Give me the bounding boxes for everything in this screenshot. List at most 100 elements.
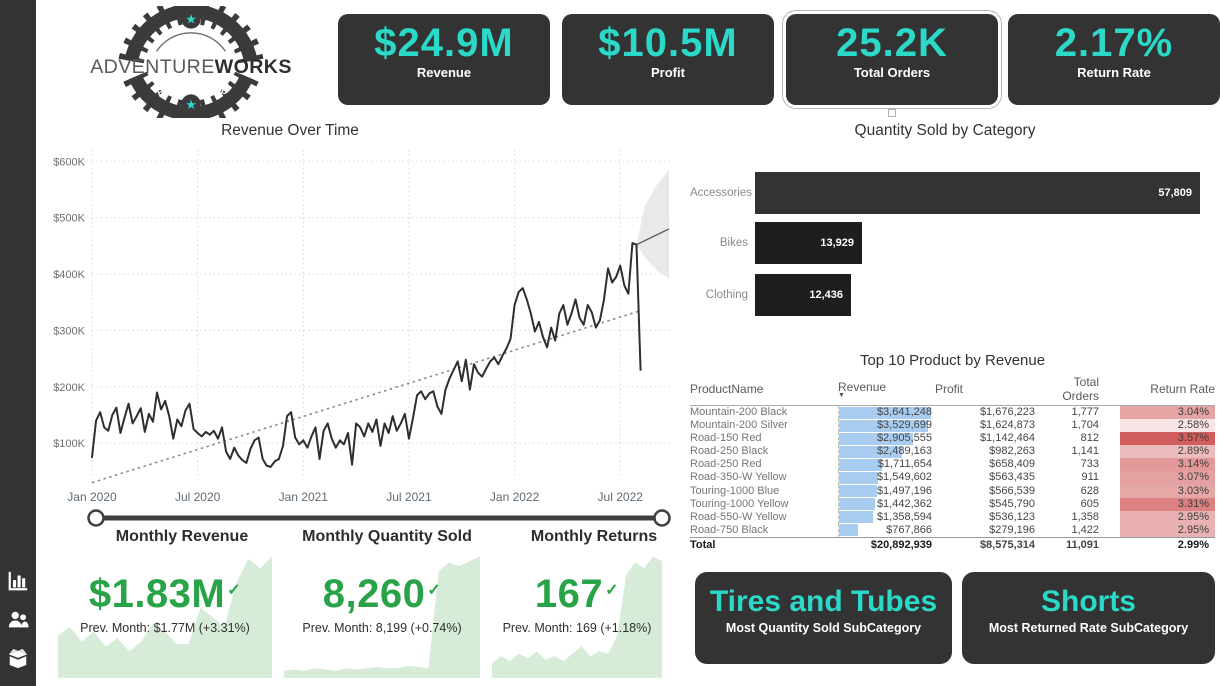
date-range-slider[interactable] [86,507,672,529]
slider-handle-start[interactable] [87,509,105,527]
table-row[interactable]: Road-150 Red $2,905,555 $1,142,464 812 3.57% [690,432,1215,446]
cell-profit: $279,196 [989,523,1035,536]
highlight-label: Most Quantity Sold SubCategory [725,621,922,635]
table-header: ProductName Revenue ▼ Profit Total Orders… [690,375,1215,406]
table-row[interactable]: Road-350-W Yellow $1,549,602 $563,435 911 3.… [690,471,1215,485]
bar-bikes[interactable]: 13,929 [755,222,862,264]
table-row[interactable]: Mountain-200 Black $3,641,248 $1,676,223 1,… [690,406,1215,420]
kpi-card-return-rate[interactable]: 2.17% Return Rate [1008,14,1220,105]
highlight-value: Tires and Tubes [709,585,938,618]
cell-product-name: Road-350-W Yellow [690,471,787,484]
bar-row-accessories: Accessories 57,809 [690,172,1212,214]
monthly-revenue-title: Monthly Revenue [115,528,249,545]
sort-desc-icon: ▼ [838,392,845,399]
slider-handle-end[interactable] [653,509,671,527]
cell-total-orders: 628 [1080,484,1099,497]
y-axis-label: $200K [53,382,85,394]
table-row[interactable]: Road-750 Black $767,866 $279,196 1,422 2.95% [690,523,1215,537]
bar-chart-icon[interactable] [7,570,29,592]
cell-product-name: Road-750 Black [690,523,769,536]
kpi-card-revenue[interactable]: $24.9M Revenue [338,14,550,105]
table-total-row: Total $20,892,939 $8,575,314 11,091 2.99… [690,536,1215,552]
revenue-value: $2,489,163 [876,445,932,458]
bar-category-label: Clothing [705,289,748,301]
sparkline-area [58,556,272,678]
revenue-value: $767,866 [886,523,932,536]
monthly-value: 8,260 ✓ [322,572,442,616]
return-rate-heat-cell: 2.58% [1120,419,1215,433]
column-header-profit[interactable]: Profit [935,382,964,396]
return-rate-heat-cell: 3.03% [1120,484,1215,498]
cell-return-rate: 3.57% [1099,432,1215,446]
table-row[interactable]: Road-250 Black $2,489,163 $982,263 1,141 2.8… [690,445,1215,459]
bar-value-label: 13,929 [820,237,854,249]
revenue-data-bar [839,406,932,419]
sparkline-fill [58,556,272,678]
cell-revenue: $1,358,594 [838,510,935,524]
sparkline-fill [492,556,662,678]
kpi-value: $24.9M [374,21,514,65]
trendline [91,309,641,484]
return-rate-heat-cell: 3.57% [1120,432,1215,446]
people-icon[interactable] [7,609,29,631]
forecast-line [636,228,670,246]
table-row[interactable]: Touring-1000 Yellow $1,442,362 $545,790 605… [690,497,1215,511]
sparkline-area [284,556,480,678]
cell-return-rate: 3.07% [1099,471,1215,485]
category-bar-chart: Accessories 57,809 Bikes 13,929 Clothing 12,4… [690,160,1212,330]
monthly-revenue-card[interactable]: $1.83M ✓ Prev. Month: $1.77M (+3.31%) [58,548,272,678]
cell-profit: $563,435 [989,471,1035,484]
cell-revenue: $3,529,699 [838,419,935,433]
column-header-revenue[interactable]: Revenue ▼ [838,380,935,399]
revenue-line-chart[interactable]: $100K $200K $300K $400K $500K $600K Jan 2020 Ju… [40,140,685,505]
revenue-data-bar [839,498,876,511]
revenue-data-bar [839,432,913,445]
cell-total-orders: 1,141 [1071,445,1099,458]
cell-return-rate: 3.31% [1099,497,1215,511]
category-bar-chart-title: Quantity Sold by Category [854,122,1036,139]
column-header-productname[interactable]: ProductName [690,382,764,396]
box-icon[interactable] [7,648,29,670]
kpi-card-total-orders[interactable]: 25.2K Total Orders [782,10,1002,109]
bar-clothing[interactable]: 12,436 [755,274,851,316]
table-row[interactable]: Road-250 Red $1,711,654 $658,409 733 3.14% [690,458,1215,472]
kpi-value: 25.2K [836,21,948,65]
revenue-value: $1,497,196 [876,484,932,497]
kpi-card-profit[interactable]: $10.5M Profit [562,14,774,105]
cell-return-rate: 2.58% [1099,419,1215,433]
table-row[interactable]: Mountain-200 Silver $3,529,699 $1,624,873 1… [690,419,1215,433]
table-row[interactable]: Touring-1000 Blue $1,497,196 $566,539 628 3.… [690,484,1215,498]
most-quantity-sold-card[interactable]: Tires and Tubes Most Quantity Sold SubCa… [695,572,952,664]
return-rate-heat-cell: 3.31% [1120,497,1215,511]
cell-revenue: $1,711,654 [838,458,935,472]
column-header-total-orders[interactable]: Total Orders [1062,375,1099,403]
cell-total-orders: 1,704 [1071,419,1099,432]
monthly-returns-card[interactable]: 167 ✓ Prev. Month: 169 (+1.18%) [492,548,662,678]
bar-accessories[interactable]: 57,809 [755,172,1200,214]
cell-revenue: $3,641,248 [838,406,935,420]
table-row[interactable]: Road-550-W Yellow $1,358,594 $536,123 1,358… [690,510,1215,524]
revenue-data-bar [839,524,859,537]
cell-profit: $536,123 [989,510,1035,523]
selection-handle[interactable] [888,109,896,117]
bar-category-label: Bikes [719,237,748,249]
monthly-returns-title: Monthly Returns [530,528,658,545]
cell-return-rate: 2.95% [1099,523,1215,537]
revenue-series-line[interactable] [91,242,642,468]
most-returned-rate-card[interactable]: Shorts Most Returned Rate SubCategory [962,572,1215,664]
star-icon: ★ [185,12,196,27]
revenue-value: $1,442,362 [876,497,932,510]
monthly-quantity-card[interactable]: 8,260 ✓ Prev. Month: 8,199 (+0.74%) [284,548,480,678]
sparkline-area [492,556,662,678]
badge-shop: SHOP [201,81,228,99]
cell-product-name: Touring-1000 Blue [690,484,780,497]
cell-return-rate: 3.14% [1099,458,1215,472]
return-rate-heat-cell: 2.89% [1120,445,1215,459]
column-header-return-rate[interactable]: Return Rate [1150,382,1215,396]
cell-revenue: $2,905,555 [838,432,935,446]
cell-revenue: $1,549,602 [838,471,935,485]
cell-profit: $982,263 [989,445,1035,458]
star-icon: ★ [185,97,196,112]
table-title: Top 10 Product by Revenue [859,352,1046,369]
cell-product-name: Mountain-200 Silver [690,419,788,432]
